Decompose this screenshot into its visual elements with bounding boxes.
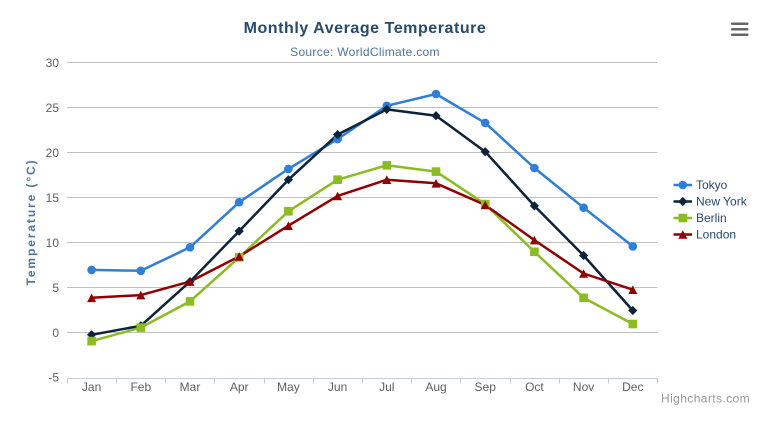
svg-text:Monthly Average Temperature: Monthly Average Temperature <box>244 20 487 37</box>
svg-text:Tokyo: Tokyo <box>696 178 728 192</box>
svg-text:Mar: Mar <box>180 380 201 394</box>
svg-text:0: 0 <box>52 326 59 340</box>
svg-text:Jun: Jun <box>328 380 347 394</box>
svg-text:30: 30 <box>46 56 60 70</box>
svg-text:Berlin: Berlin <box>696 211 727 225</box>
svg-text:Apr: Apr <box>230 380 249 394</box>
svg-text:London: London <box>696 228 736 242</box>
svg-text:Jan: Jan <box>82 380 101 394</box>
svg-text:Aug: Aug <box>425 380 446 394</box>
svg-text:Feb: Feb <box>130 380 151 394</box>
svg-text:Oct: Oct <box>525 380 544 394</box>
svg-text:New York: New York <box>696 195 748 209</box>
svg-text:10: 10 <box>46 236 60 250</box>
svg-text:Dec: Dec <box>622 380 643 394</box>
svg-text:Nov: Nov <box>573 380 594 394</box>
svg-text:Temperature (°C): Temperature (°C) <box>24 159 38 286</box>
svg-text:Highcharts.com: Highcharts.com <box>661 392 750 406</box>
svg-text:15: 15 <box>46 191 60 205</box>
svg-text:Source: WorldClimate.com: Source: WorldClimate.com <box>290 45 440 59</box>
svg-text:Jul: Jul <box>379 380 394 394</box>
svg-text:20: 20 <box>46 146 60 160</box>
svg-text:-5: -5 <box>48 371 59 385</box>
svg-text:Sep: Sep <box>475 380 497 394</box>
svg-text:5: 5 <box>52 281 59 295</box>
svg-text:May: May <box>277 380 300 394</box>
svg-text:25: 25 <box>46 101 60 115</box>
